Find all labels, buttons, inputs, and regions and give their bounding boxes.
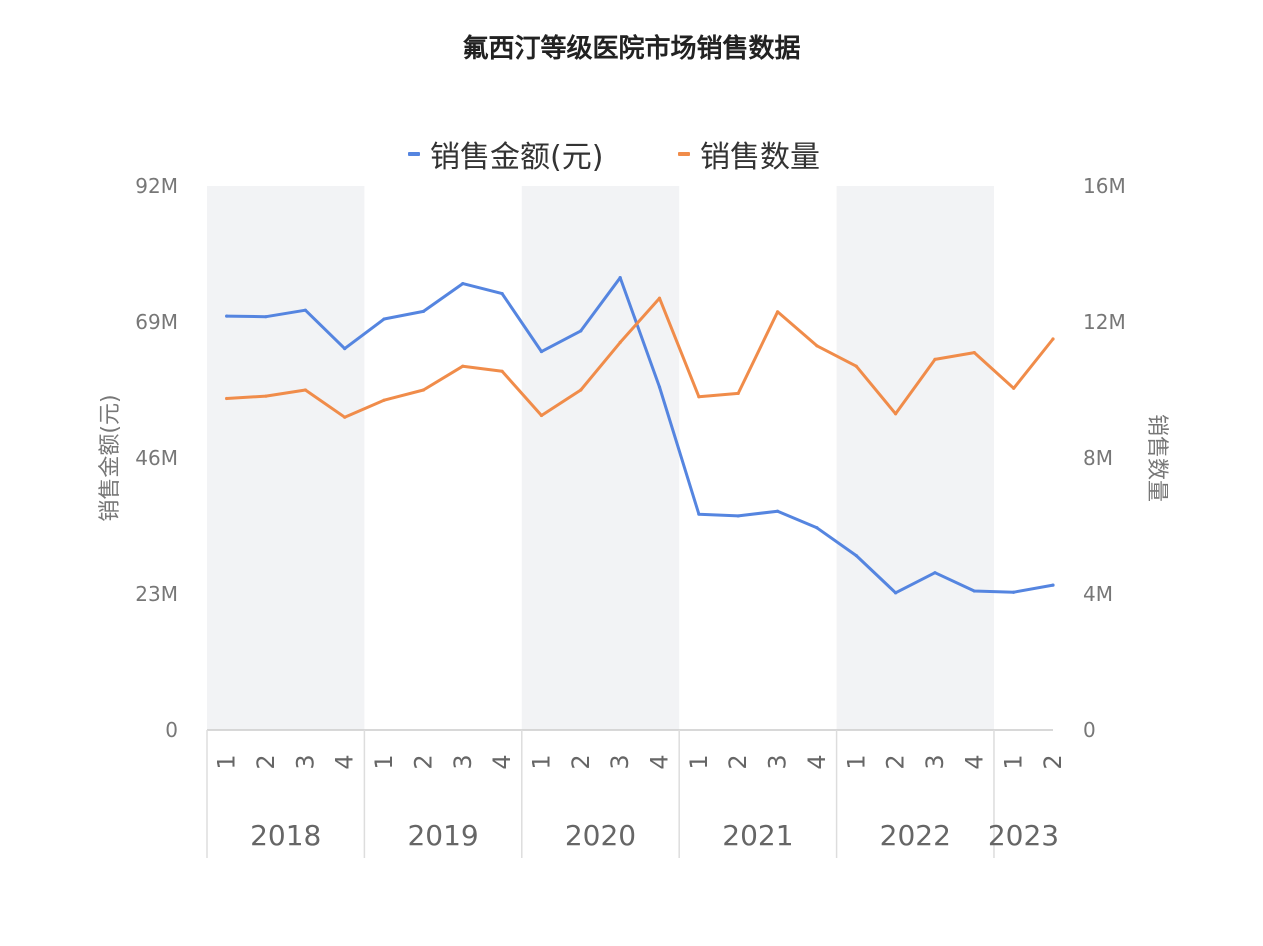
point-amount <box>894 591 898 595</box>
x-year-label: 2022 <box>880 819 951 852</box>
x-quarter-label: 4 <box>960 754 988 769</box>
y-left-tick-label: 92M <box>135 174 178 198</box>
x-quarter-label: 2 <box>724 754 752 769</box>
x-quarter-label: 3 <box>606 754 634 769</box>
x-quarter-label: 3 <box>449 754 477 769</box>
point-amount <box>225 314 229 318</box>
year-band-2020 <box>521 186 680 730</box>
point-quantity <box>815 344 819 348</box>
point-quantity <box>382 398 386 402</box>
legend-item-quantity[interactable]: 销售数量 <box>678 132 820 176</box>
x-quarter-label: 1 <box>370 754 398 769</box>
point-quantity <box>618 340 622 344</box>
point-quantity <box>343 415 347 419</box>
point-amount <box>972 589 976 593</box>
point-quantity <box>461 364 465 368</box>
legend-label-amount: 销售金额(元) <box>430 140 604 175</box>
point-amount <box>697 512 701 516</box>
x-quarter-label: 2 <box>1039 754 1067 769</box>
point-quantity <box>264 394 268 398</box>
legend-item-amount[interactable]: 销售金额(元) <box>408 132 603 176</box>
point-amount <box>303 308 307 312</box>
point-quantity <box>894 412 898 416</box>
x-year-label: 2021 <box>722 819 793 852</box>
point-amount <box>500 292 504 296</box>
x-quarter-label: 1 <box>213 754 241 769</box>
x-quarter-label: 1 <box>685 754 713 769</box>
x-quarter-label: 4 <box>488 754 516 769</box>
x-quarter-label: 3 <box>291 754 319 769</box>
point-amount <box>933 571 937 575</box>
x-quarter-label: 2 <box>409 754 437 769</box>
x-quarter-label: 3 <box>764 754 792 769</box>
point-quantity <box>657 296 662 300</box>
point-quantity <box>1051 337 1055 341</box>
x-year-label: 2020 <box>565 819 636 852</box>
point-amount <box>854 553 858 558</box>
point-quantity <box>1012 386 1016 390</box>
x-quarter-label: 1 <box>1000 754 1028 769</box>
legend-swatch-quantity <box>678 152 690 156</box>
point-quantity <box>854 364 858 368</box>
point-amount <box>736 514 740 518</box>
x-quarter-label: 1 <box>842 754 870 769</box>
point-quantity <box>539 413 544 418</box>
y-left-tick-label: 46M <box>135 446 178 470</box>
y-right-tick-label: 12M <box>1083 310 1126 334</box>
point-amount <box>1012 590 1016 594</box>
x-quarter-label: 4 <box>646 754 674 769</box>
series-line-amount <box>225 276 1055 595</box>
legend-swatch-amount <box>408 152 420 156</box>
y-left-tick-label: 69M <box>135 310 178 334</box>
point-amount <box>618 276 622 280</box>
x-quarter-label: 4 <box>803 754 831 769</box>
y-right-tick-label: 16M <box>1083 174 1126 198</box>
point-amount <box>539 349 544 354</box>
x-year-label: 2023 <box>988 819 1059 852</box>
legend-label-quantity: 销售数量 <box>700 140 820 175</box>
point-amount <box>775 509 780 513</box>
y-right-tick-label: 0 <box>1083 718 1096 742</box>
point-quantity <box>736 391 740 395</box>
series-line-quantity <box>225 296 1055 419</box>
point-amount <box>579 329 583 333</box>
point-quantity <box>697 395 701 399</box>
x-year-label: 2019 <box>407 819 478 852</box>
y-left-axis-title: 销售金额(元) <box>98 394 123 521</box>
point-quantity <box>421 388 426 392</box>
point-quantity <box>500 369 504 373</box>
point-quantity <box>303 388 307 392</box>
x-quarter-label: 3 <box>921 754 949 769</box>
y-right-tick-label: 8M <box>1083 446 1113 470</box>
x-quarter-label: 2 <box>882 754 910 769</box>
x-quarter-label: 1 <box>527 754 555 769</box>
y-left-tick-label: 0 <box>165 718 178 742</box>
x-quarter-label: 2 <box>252 754 280 769</box>
y-right-tick-label: 4M <box>1083 582 1113 606</box>
point-amount <box>461 281 465 286</box>
point-amount <box>382 317 386 321</box>
point-amount <box>421 309 426 313</box>
point-quantity <box>225 396 229 401</box>
chart-title: 氟西汀等级医院市场销售数据 <box>462 34 801 64</box>
y-left-tick-label: 23M <box>135 582 178 606</box>
point-quantity <box>972 351 976 355</box>
point-quantity <box>933 357 937 361</box>
x-year-label: 2018 <box>250 819 321 852</box>
point-quantity <box>579 388 583 392</box>
x-quarter-label: 2 <box>567 754 595 769</box>
point-amount <box>343 347 347 351</box>
x-quarter-label: 4 <box>331 754 359 769</box>
y-right-axis-title: 销售数量 <box>1144 414 1169 502</box>
point-amount <box>657 385 662 389</box>
point-amount <box>264 315 268 319</box>
year-band-2022 <box>836 186 994 730</box>
point-amount <box>1051 583 1055 587</box>
point-amount <box>815 526 819 530</box>
year-band-2018 <box>207 186 365 730</box>
point-quantity <box>775 310 780 314</box>
